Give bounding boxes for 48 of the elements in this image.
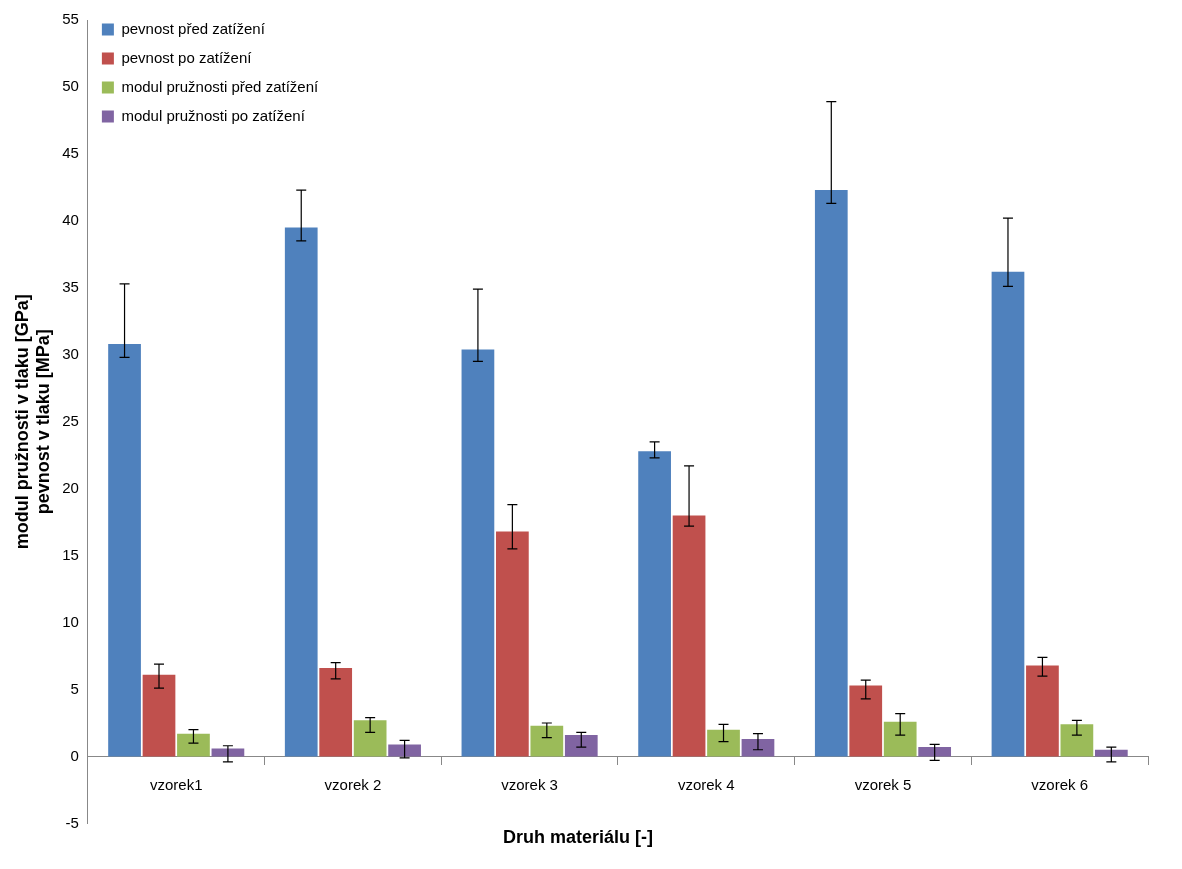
- bar: [142, 674, 176, 757]
- y-tick-label: 15: [62, 545, 79, 563]
- bar: [741, 739, 775, 757]
- bar: [1026, 665, 1059, 757]
- bar: [883, 721, 917, 757]
- bar: [814, 190, 848, 757]
- bar: [108, 344, 141, 757]
- bar: [353, 720, 387, 757]
- legend-label: pevnost po zatížení: [121, 48, 253, 66]
- x-tick-label: vzorek1: [149, 775, 203, 793]
- y-tick-label: -5: [65, 813, 79, 831]
- bar: [918, 747, 952, 757]
- y-tick-label: 20: [62, 478, 79, 496]
- x-tick-label: vzorek 6: [1031, 775, 1089, 793]
- y-tick-label: 10: [62, 612, 79, 630]
- legend-label: modul pružnosti před zatížení: [121, 77, 319, 95]
- x-tick-label: vzorek 3: [501, 775, 558, 793]
- bar: [461, 349, 495, 757]
- y-tick-label: 5: [70, 679, 79, 697]
- y-tick-label: 0: [70, 746, 79, 764]
- bar: [496, 531, 529, 757]
- bar: [388, 744, 421, 757]
- y-axis-title: modul pružnosti v tlaku [GPa] pevnost v tlaku [MPa]: [11, 294, 54, 550]
- bar: [564, 735, 598, 757]
- y-tick-label: 30: [62, 344, 79, 362]
- legend-label: modul pružnosti po zatížení: [121, 106, 306, 124]
- x-tick-label: vzorek 4: [677, 775, 735, 793]
- y-tick-label: 25: [62, 411, 79, 429]
- bar: [849, 685, 883, 757]
- bar: [1060, 724, 1094, 757]
- x-axis-title: Druh materiálu [-]: [502, 827, 654, 848]
- x-tick-label: vzorek 2: [324, 775, 382, 793]
- bar: [707, 729, 740, 757]
- y-tick-label: 55: [62, 10, 79, 28]
- bar: [991, 271, 1025, 757]
- bar: [284, 227, 318, 757]
- x-tick-label: vzorek 5: [854, 775, 912, 793]
- y-tick-label: 40: [62, 210, 79, 228]
- y-tick-label: 35: [62, 277, 79, 295]
- bar: [638, 451, 671, 757]
- bar: [530, 725, 564, 757]
- bar: [211, 748, 245, 757]
- y-tick-label: 45: [62, 144, 79, 162]
- y-tick-label: 50: [62, 77, 79, 95]
- bar: [177, 733, 210, 757]
- bar: [319, 668, 353, 757]
- legend-label: pevnost před zatížení: [121, 19, 266, 37]
- bar: [672, 515, 706, 757]
